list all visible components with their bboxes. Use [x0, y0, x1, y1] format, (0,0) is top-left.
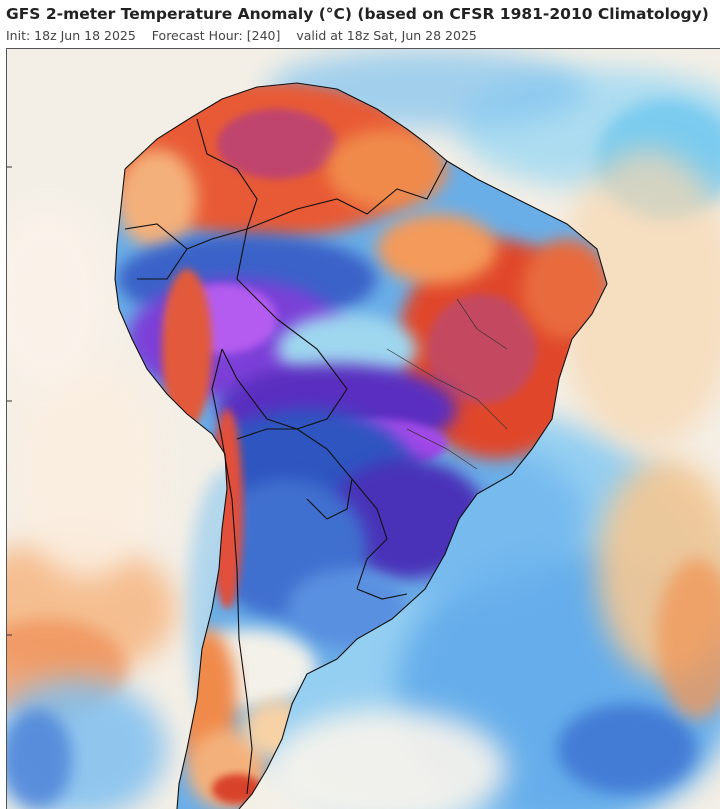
border-peru-brazil: [186, 228, 278, 320]
border-ecuador: [124, 223, 188, 280]
border-colombia-venezuela: [196, 118, 258, 230]
border-brazil-south: [351, 478, 388, 590]
border-brazil-north: [246, 160, 448, 230]
map-title: GFS 2-meter Temperature Anomaly (°C) (ba…: [6, 5, 709, 23]
border-chile-argentina: [221, 438, 253, 795]
latitude-ticks: [7, 166, 12, 636]
border-uruguay: [356, 588, 408, 600]
border-paraguay: [296, 428, 353, 520]
forecast-hour: Forecast Hour: [240]: [151, 28, 281, 43]
country-borders: [114, 82, 608, 809]
border-argentina-bolivia: [236, 428, 297, 440]
anomaly-map: [6, 48, 720, 809]
init-time: Init: 18z Jun 18 2025: [6, 28, 136, 43]
border-bolivia: [221, 318, 348, 430]
map-canvas: [7, 49, 720, 809]
ocean-anomaly-field: [7, 49, 720, 809]
valid-time: valid at 18z Sat, Jun 28 2025: [296, 28, 477, 43]
map-header: GFS 2-meter Temperature Anomaly (°C) (ba…: [0, 0, 720, 48]
map-subtitle: Init: 18z Jun 18 2025 Forecast Hour: [24…: [6, 28, 489, 43]
border-brazil-states: [386, 298, 508, 470]
border-peru-chile: [211, 348, 223, 440]
